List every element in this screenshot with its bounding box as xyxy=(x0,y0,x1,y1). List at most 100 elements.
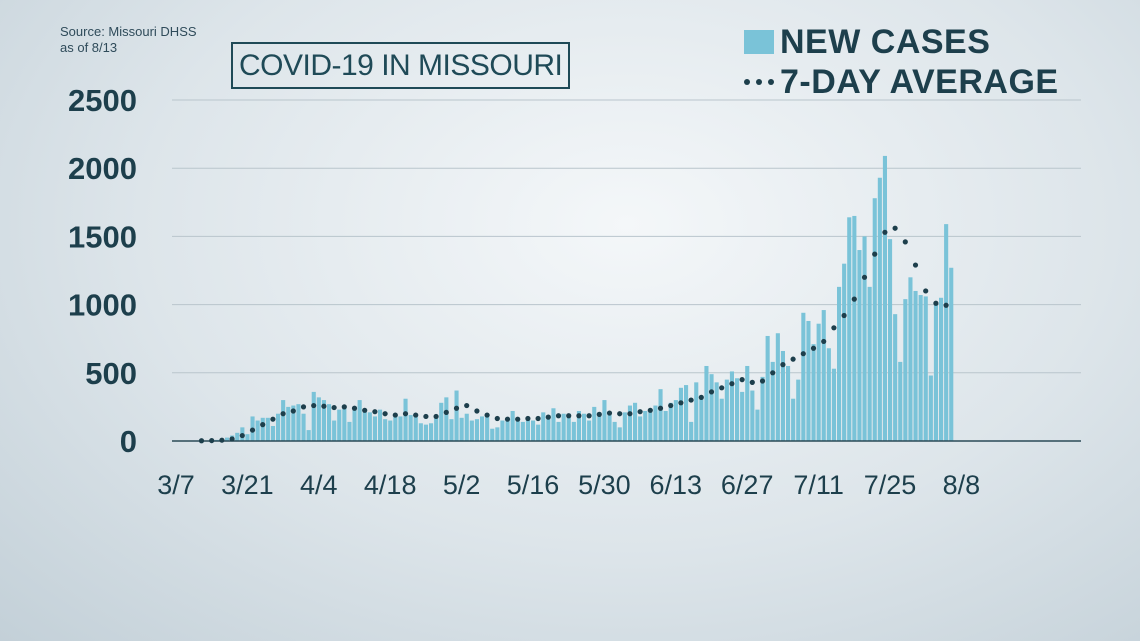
bar xyxy=(531,420,536,441)
average-dot xyxy=(229,436,235,442)
average-dot xyxy=(698,394,704,400)
bar xyxy=(500,420,505,441)
y-tick-label: 500 xyxy=(85,356,137,391)
bar xyxy=(607,413,612,441)
average-dot xyxy=(209,437,215,444)
average-dot xyxy=(923,288,929,294)
bar xyxy=(704,365,709,441)
bar xyxy=(648,409,653,441)
bar xyxy=(469,420,474,441)
bar xyxy=(449,419,454,441)
average-dot xyxy=(861,274,868,280)
average-dot xyxy=(780,362,786,368)
bar xyxy=(786,365,791,441)
bar xyxy=(587,420,592,441)
bar xyxy=(684,385,689,441)
average-dot xyxy=(453,405,460,411)
bar xyxy=(434,417,439,441)
average-dot xyxy=(729,381,735,387)
bar xyxy=(546,415,551,441)
chart-title: COVID-19 IN MISSOURI xyxy=(231,42,571,89)
y-tick-label: 2500 xyxy=(68,83,137,118)
average-dot xyxy=(627,411,633,417)
legend-item-average: 7-DAY AVERAGE xyxy=(744,62,1059,102)
x-tick-label: 5/16 xyxy=(507,470,560,500)
average-dot xyxy=(362,407,368,413)
bar xyxy=(857,250,862,441)
bar xyxy=(826,348,831,441)
average-dot xyxy=(525,415,531,422)
bar xyxy=(576,410,581,441)
average-dot xyxy=(872,251,878,257)
average-dot xyxy=(382,411,388,417)
average-dot xyxy=(821,338,827,345)
bar xyxy=(811,344,816,441)
average-dot xyxy=(596,411,602,417)
as-of-line: as of 8/13 xyxy=(60,40,118,55)
bar xyxy=(678,387,683,441)
average-dot xyxy=(515,416,521,422)
average-dot xyxy=(851,296,857,302)
bar xyxy=(668,402,673,441)
bar xyxy=(867,286,872,441)
bar xyxy=(383,419,388,441)
bar xyxy=(928,375,933,441)
average-dot xyxy=(943,302,949,308)
legend-item-new-cases: NEW CASES xyxy=(744,22,1059,62)
bar xyxy=(520,421,525,441)
bar xyxy=(735,378,740,441)
bar xyxy=(255,420,260,441)
legend: NEW CASES 7-DAY AVERAGE xyxy=(744,22,1059,102)
bar xyxy=(939,297,944,441)
bar xyxy=(286,406,291,441)
average-dot xyxy=(545,414,551,420)
bar xyxy=(281,400,286,441)
average-dot xyxy=(423,413,429,420)
average-dot xyxy=(198,438,205,444)
average-dot xyxy=(902,239,908,245)
average-dot xyxy=(831,325,837,331)
average-dot xyxy=(841,312,847,319)
average-dot xyxy=(892,225,898,231)
y-tick-label: 1500 xyxy=(68,219,137,254)
bar xyxy=(796,379,801,441)
average-dot xyxy=(392,412,398,418)
bar xyxy=(571,421,576,441)
bar xyxy=(439,402,444,441)
average-dot xyxy=(606,410,613,416)
average-dot xyxy=(290,408,296,414)
bar xyxy=(342,405,347,441)
legend-bar-swatch xyxy=(744,30,774,54)
bar xyxy=(872,198,877,441)
bar xyxy=(378,409,383,441)
average-dot xyxy=(882,229,888,235)
bar xyxy=(372,416,377,441)
bar xyxy=(847,217,852,441)
average-dot xyxy=(933,300,939,306)
bar xyxy=(408,415,413,441)
bar xyxy=(765,335,770,441)
bar xyxy=(510,410,515,441)
average-dot xyxy=(770,370,776,376)
average-dot xyxy=(474,408,480,414)
average-dot xyxy=(647,407,653,413)
bar xyxy=(541,412,546,441)
average-dot xyxy=(341,404,347,410)
average-dot xyxy=(912,262,919,268)
average-dot xyxy=(443,409,449,415)
bar xyxy=(515,420,520,441)
average-dot xyxy=(260,422,266,428)
bar xyxy=(423,424,428,441)
average-dot xyxy=(800,351,806,357)
average-dot xyxy=(617,411,623,417)
bar xyxy=(719,398,724,441)
bar xyxy=(602,400,607,441)
average-dot xyxy=(810,345,817,351)
bar xyxy=(882,155,887,442)
bar xyxy=(673,400,678,441)
bar xyxy=(454,390,459,441)
x-tick-label: 4/18 xyxy=(364,470,417,500)
bar xyxy=(862,236,867,441)
bar xyxy=(418,423,423,441)
bar xyxy=(908,277,913,441)
